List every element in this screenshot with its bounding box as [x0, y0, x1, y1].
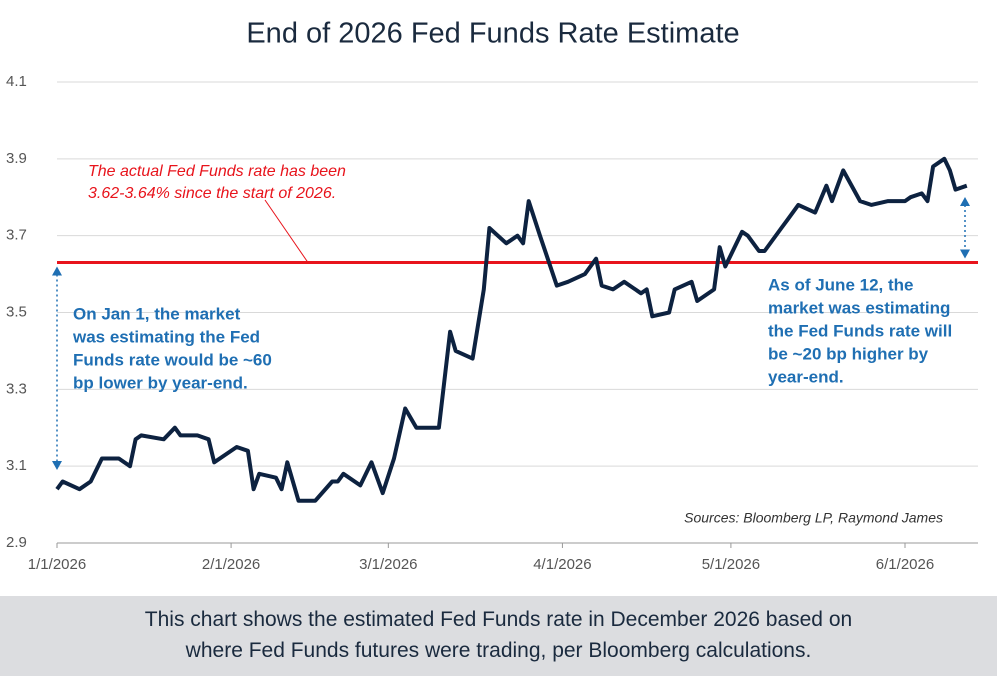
annotation-blue: On Jan 1, the market	[73, 304, 241, 323]
x-tick-label: 3/1/2026	[359, 556, 417, 573]
chart-title: End of 2026 Fed Funds Rate Estimate	[246, 18, 739, 50]
x-tick-label: 6/1/2026	[876, 556, 934, 573]
annotation-blue: was estimating the Fed	[72, 327, 260, 346]
x-tick-label: 1/1/2026	[28, 556, 86, 573]
annotation-blue: bp lower by year-end.	[73, 373, 248, 392]
arrow-head	[52, 266, 62, 276]
y-tick-label: 3.7	[6, 227, 27, 244]
annotation-blue: be ~20 bp higher by	[768, 344, 929, 363]
annotation-pointer	[264, 199, 309, 263]
caption-line: This chart shows the estimated Fed Funds…	[144, 608, 853, 631]
annotation-blue: year-end.	[768, 367, 844, 386]
chart: End of 2026 Fed Funds Rate Estimate 2.9 3…	[6, 18, 978, 573]
caption-box: This chart shows the estimated Fed Funds…	[0, 596, 997, 676]
arrow-head	[960, 249, 970, 259]
y-tick-label: 4.1	[6, 73, 27, 90]
y-tick-label: 3.1	[6, 457, 27, 474]
annotation-blue: As of June 12, the	[768, 275, 913, 294]
annotation-blue: Funds rate would be ~60	[73, 350, 272, 369]
y-tick-label: 3.5	[6, 303, 27, 320]
annotation-blue: market was estimating	[768, 298, 950, 317]
y-tick-label: 2.9	[6, 534, 27, 551]
annotation-blue: the Fed Funds rate will	[768, 321, 952, 340]
arrow-head	[960, 197, 970, 206]
y-tick-label: 3.9	[6, 150, 27, 167]
data-line	[55, 156, 968, 503]
annotation-red: 3.62-3.64% since the start of 2026.	[88, 185, 336, 202]
arrow-head	[52, 461, 62, 470]
x-tick-label: 4/1/2026	[533, 556, 591, 573]
source-note: Sources: Bloomberg LP, Raymond James	[684, 510, 943, 526]
x-tick-label: 2/1/2026	[202, 556, 260, 573]
caption-line: where Fed Funds futures were trading, pe…	[185, 639, 812, 662]
x-tick-label: 5/1/2026	[702, 556, 760, 573]
annotation-red: The actual Fed Funds rate has been	[88, 163, 346, 180]
y-tick-label: 3.3	[6, 380, 27, 397]
